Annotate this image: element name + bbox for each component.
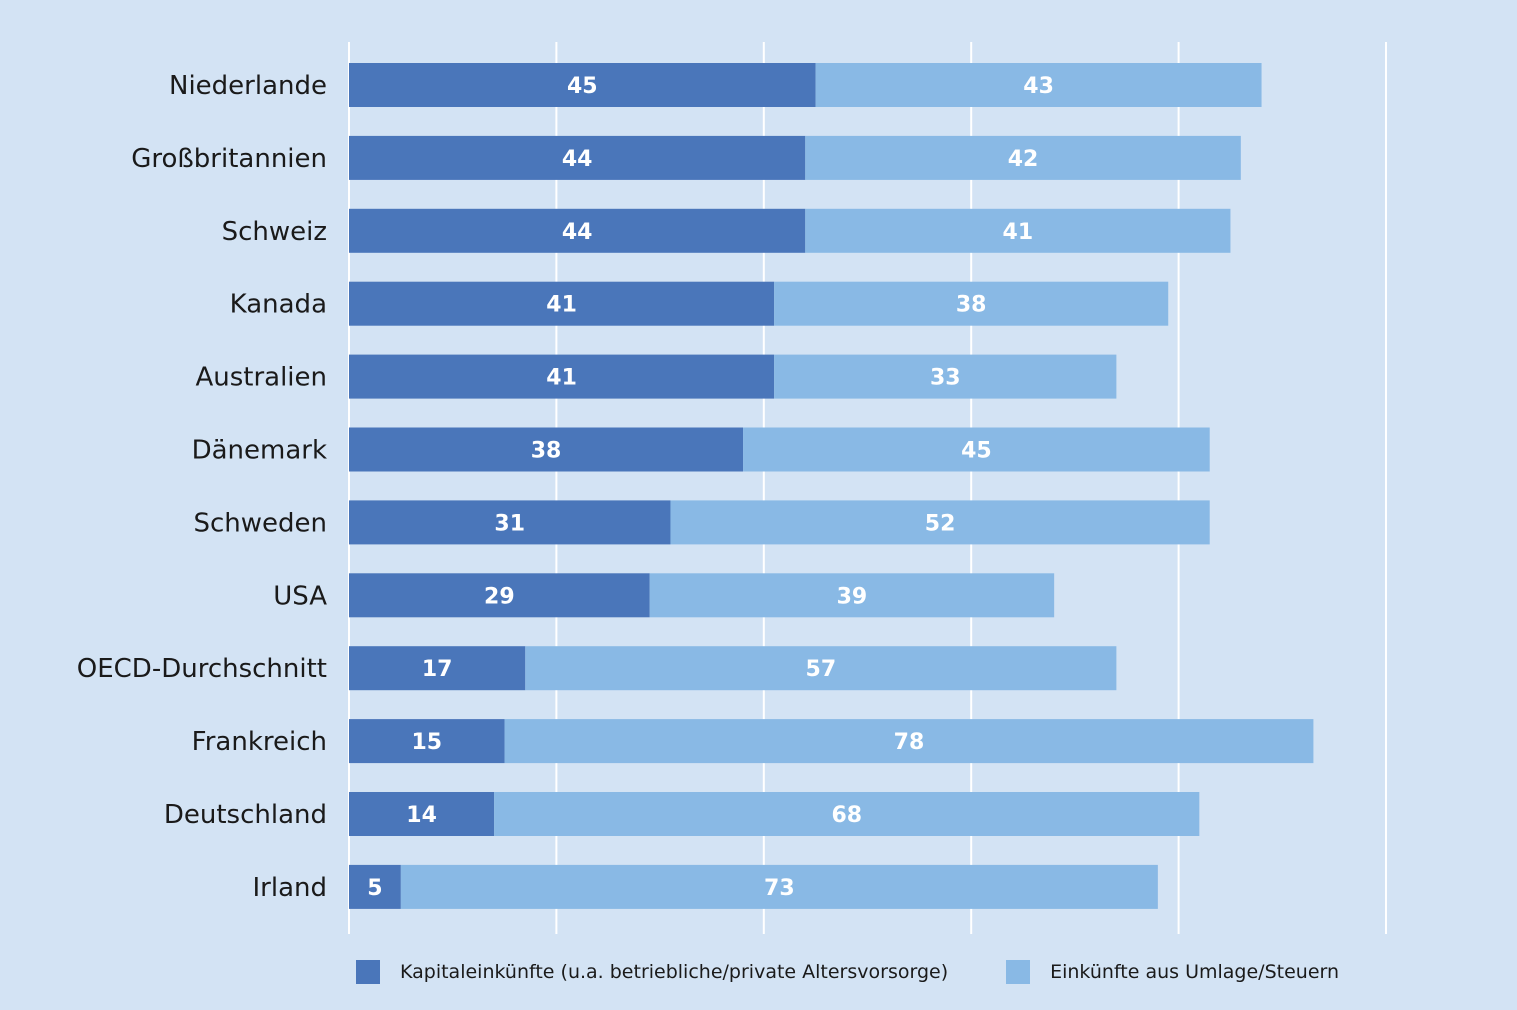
category-label-gro-britannien: Großbritannien	[131, 144, 327, 174]
value-label-oecd-durchschnitt-series-0: 17	[422, 657, 453, 682]
value-label-australien-series-1: 33	[930, 366, 961, 391]
bar-deutschland-series-1	[494, 792, 1200, 836]
value-label-deutschland-series-0: 14	[406, 803, 437, 828]
legend: Kapitaleinkünfte (u.a. betriebliche/priv…	[356, 960, 1339, 984]
value-label-schweiz-series-0: 44	[562, 220, 593, 245]
value-label-schweiz-series-1: 41	[1003, 220, 1034, 245]
bar-frankreich-series-0	[349, 719, 505, 764]
category-label-schweiz: Schweiz	[222, 217, 327, 247]
legend-label-kapitaleinkuenfte: Kapitaleinkünfte (u.a. betriebliche/priv…	[400, 961, 949, 983]
value-label-schweden-series-0: 31	[494, 511, 525, 536]
bar-irland-series-1	[400, 864, 1158, 909]
value-label-d-nemark-series-1: 45	[961, 439, 992, 464]
bar-kanada-series-1	[774, 281, 1169, 326]
legend-swatch-umlage-steuern	[1006, 960, 1031, 984]
grid-layer	[348, 42, 1387, 934]
bar-niederlande-series-0	[349, 63, 816, 107]
bar-schweden-series-1	[670, 500, 1210, 545]
category-label-usa: USA	[273, 581, 327, 611]
value-label-gro-britannien-series-1: 42	[1008, 147, 1039, 172]
bar-schweiz-series-0	[349, 208, 806, 253]
legend-item-kapitaleinkuenfte: Kapitaleinkünfte (u.a. betriebliche/priv…	[356, 960, 948, 984]
value-label-kanada-series-0: 41	[546, 293, 577, 318]
category-label-deutschland: Deutschland	[164, 800, 327, 830]
category-label-d-nemark: Dänemark	[192, 436, 327, 466]
bar-deutschland-series-0	[349, 792, 495, 836]
bar-frankreich-series-1	[504, 719, 1314, 764]
bar-schweden-series-0	[349, 500, 671, 545]
category-label-frankreich: Frankreich	[192, 727, 327, 757]
bar-gro-britannien-series-1	[805, 135, 1241, 180]
bar-irland-series-0	[349, 864, 401, 909]
bar-oecd-durchschnitt-series-0	[349, 646, 526, 691]
value-label-niederlande-series-0: 45	[567, 74, 598, 99]
value-label-niederlande-series-1: 43	[1023, 74, 1054, 99]
label-layer: Niederlande 45 43 Großbritannien 44 42 Schweiz…	[77, 71, 1054, 903]
value-label-frankreich-series-1: 78	[894, 730, 925, 755]
value-label-australien-series-0: 41	[546, 366, 577, 391]
category-label-schweden: Schweden	[193, 508, 327, 538]
bar-australien-series-1	[774, 354, 1117, 399]
bar-d-nemark-series-0	[349, 427, 744, 472]
bar-niederlande-series-1	[815, 63, 1262, 107]
value-label-gro-britannien-series-0: 44	[562, 147, 593, 172]
bar-australien-series-0	[349, 354, 775, 399]
bar-usa-series-1	[649, 573, 1055, 618]
value-label-kanada-series-1: 38	[956, 293, 987, 318]
bar-schweiz-series-1	[805, 208, 1231, 253]
category-label-kanada: Kanada	[230, 290, 327, 320]
legend-label-umlage-steuern: Einkünfte aus Umlage/Steuern	[1050, 961, 1340, 983]
legend-item-umlage-steuern: Einkünfte aus Umlage/Steuern	[1006, 960, 1339, 984]
bar-d-nemark-series-1	[743, 427, 1210, 472]
bar-usa-series-0	[349, 573, 650, 618]
value-label-oecd-durchschnitt-series-1: 57	[806, 657, 837, 682]
bar-layer	[349, 63, 1314, 909]
value-label-irland-series-1: 73	[764, 876, 795, 901]
category-label-irland: Irland	[253, 873, 328, 903]
bar-oecd-durchschnitt-series-1	[525, 646, 1117, 691]
value-label-usa-series-0: 29	[484, 584, 515, 609]
value-label-frankreich-series-0: 15	[411, 730, 442, 755]
category-label-oecd-durchschnitt: OECD-Durchschnitt	[77, 654, 327, 684]
legend-swatch-kapitaleinkuenfte	[356, 960, 380, 984]
value-label-irland-series-0: 5	[367, 876, 382, 901]
value-label-deutschland-series-1: 68	[831, 803, 862, 828]
category-label-australien: Australien	[195, 363, 327, 393]
value-label-usa-series-1: 39	[837, 584, 868, 609]
bar-gro-britannien-series-0	[349, 135, 806, 180]
value-label-d-nemark-series-0: 38	[531, 439, 562, 464]
bar-kanada-series-0	[349, 281, 775, 326]
category-label-niederlande: Niederlande	[169, 71, 327, 101]
value-label-schweden-series-1: 52	[925, 511, 956, 536]
